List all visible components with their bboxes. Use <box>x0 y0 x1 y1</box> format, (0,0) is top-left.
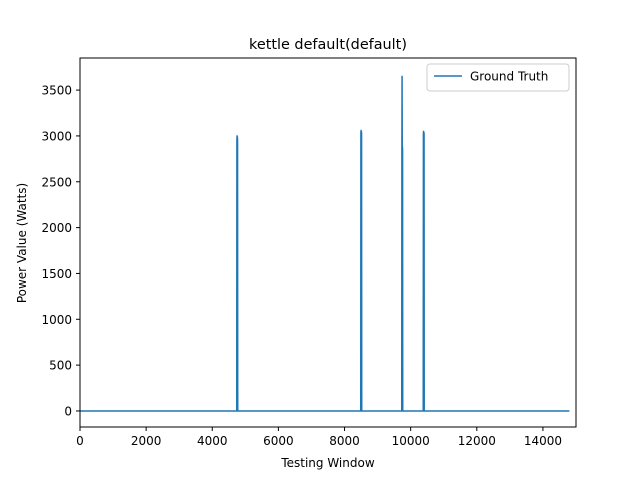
legend-box <box>426 63 570 92</box>
x-tick-label: 12000 <box>458 434 496 448</box>
axes: 0 2000 4000 6000 8000 10000 12000 14000 0 500 1000… <box>41 57 577 448</box>
x-axis-label: Testing Window <box>280 456 375 470</box>
y-tick-label: 1500 <box>41 267 72 281</box>
y-tick-label: 0 <box>64 404 72 418</box>
y-tick-label: 1000 <box>41 313 72 327</box>
axes-frame <box>79 57 577 428</box>
x-tick-label: 10000 <box>392 434 430 448</box>
y-tick-label: 500 <box>49 359 72 373</box>
x-tick-label: 0 <box>76 434 84 448</box>
y-tick-label: 2500 <box>41 175 72 189</box>
legend-label-ground-truth: Ground Truth <box>470 70 548 84</box>
x-tick-label: 2000 <box>131 434 162 448</box>
x-tick-label: 4000 <box>197 434 228 448</box>
x-tick-label: 8000 <box>329 434 360 448</box>
x-tick-label: 6000 <box>263 434 294 448</box>
series-line-ground-truth <box>80 75 570 412</box>
x-tick-label: 14000 <box>524 434 562 448</box>
y-tick-label: 3500 <box>41 84 72 98</box>
plot-background <box>80 58 576 427</box>
y-tick-label: 3000 <box>41 129 72 143</box>
y-axis-label: Power Value (Watts) <box>15 183 29 303</box>
y-tick-label: 2000 <box>41 221 72 235</box>
plot-area <box>80 58 576 427</box>
legend: Ground Truth <box>426 63 570 92</box>
chart-title: kettle default(default) <box>249 37 407 53</box>
